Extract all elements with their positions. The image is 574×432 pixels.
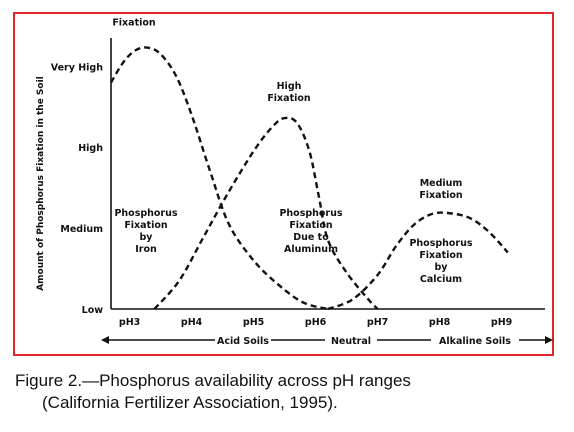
annotation-calcium-line: by (435, 262, 449, 273)
annotation-high-fixation-line: High (277, 81, 302, 92)
annotation-aluminum-line: Phosphorus (279, 208, 342, 219)
iron-fixation-line (109, 46, 329, 311)
annotation-aluminum-line: Aluminum (284, 244, 338, 255)
annotation-high-fixation-line: Fixation (267, 93, 311, 104)
annotation-aluminum-line: Fixation (289, 220, 333, 231)
soil-range-alkaline: Alkaline Soils (439, 336, 511, 347)
soil-range-neutral: Neutral (331, 336, 371, 347)
caption-line-2: (California Fertilizer Association, 1995… (42, 393, 338, 412)
y-tick-label: Medium (60, 224, 103, 235)
chart-plot: Low Medium High Very High pH3 pH4 pH5 pH6 pH7 pH8… (36, 14, 553, 347)
axes (101, 38, 553, 344)
annotation-iron-line: Phosphorus (114, 208, 177, 219)
annotation-calcium-line: Calcium (420, 274, 462, 285)
y-tick-label: Low (82, 305, 104, 316)
annotation-greatest-fixation-line: Greatest (111, 14, 158, 17)
x-tick-label: pH3 (119, 317, 140, 328)
caption-line-1: Figure 2.—Phosphorus availability across… (15, 371, 411, 390)
annotation-calcium-line: Fixation (419, 250, 463, 261)
chart-labels: Low Medium High Very High pH3 pH4 pH5 pH6 pH7 pH8… (36, 14, 512, 347)
x-tick-label: pH8 (429, 317, 451, 328)
x-tick-label: pH5 (243, 317, 264, 328)
annotation-aluminum-line: Due to (293, 232, 329, 243)
soil-range-acid: Acid Soils (217, 336, 269, 347)
x-tick-label: pH9 (491, 317, 512, 328)
arrowhead-right (545, 336, 553, 344)
y-tick-label: High (78, 143, 103, 154)
y-axis-title: Amount of Phosphorus Fixation in the Soi… (36, 76, 46, 291)
annotation-iron-line: by (140, 232, 154, 243)
chart-frame: Low Medium High Very High pH3 pH4 pH5 pH6 pH7 pH8… (13, 12, 554, 356)
annotation-medium-fixation-line: Fixation (419, 190, 463, 201)
annotation-iron-line: Iron (135, 244, 157, 255)
figure-caption: Figure 2.—Phosphorus availability across… (0, 370, 574, 414)
y-tick-label: Very High (51, 62, 103, 73)
aluminum-fixation-line (153, 116, 379, 310)
x-tick-label: pH4 (181, 317, 203, 328)
series-lines (109, 46, 509, 311)
arrowhead-left (101, 336, 109, 344)
annotation-iron-line: Fixation (124, 220, 168, 231)
annotation-medium-fixation-line: Medium (420, 178, 463, 189)
x-tick-label: pH7 (367, 317, 388, 328)
x-tick-label: pH6 (305, 317, 327, 328)
annotation-greatest-fixation-line: Fixation (112, 18, 156, 29)
annotation-calcium-line: Phosphorus (409, 238, 472, 249)
calcium-fixation-line (327, 211, 509, 311)
